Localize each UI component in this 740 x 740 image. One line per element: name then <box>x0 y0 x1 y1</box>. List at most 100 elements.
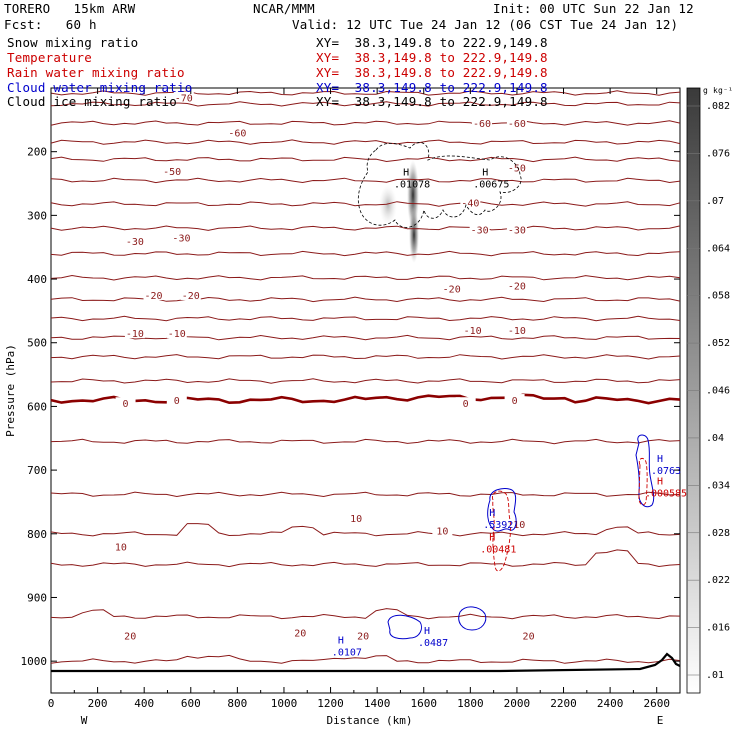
maximum-marker: H <box>482 168 488 179</box>
label-mask <box>504 394 525 406</box>
maximum-value: .0763 <box>651 466 681 477</box>
isotherm-label: -10 <box>126 329 144 340</box>
model-title: TORERO 15km ARW <box>4 1 136 16</box>
maxima-markers: H.01078H.00675H.0763H.000585H.5392H.0048… <box>332 168 687 659</box>
isotherm-label: -30 <box>172 234 190 245</box>
colorbar-label: .016 <box>706 623 730 634</box>
init-time: Init: 00 UTC Sun 22 Jan 12 <box>493 1 694 16</box>
x-tick-label: 200 <box>88 697 108 710</box>
colorbar-label: .076 <box>706 148 730 159</box>
label-mask <box>506 117 527 129</box>
y-tick-label: 400 <box>27 273 47 286</box>
isotherm-label: 10 <box>513 520 525 531</box>
west-end-label: W <box>81 714 88 727</box>
maximum-marker: H <box>338 636 344 647</box>
isotherm-label: 10 <box>115 543 127 554</box>
x-tick-label: 2600 <box>643 697 670 710</box>
label-mask <box>110 540 131 552</box>
label-mask <box>506 223 527 235</box>
isotherm-label: 10 <box>350 514 362 525</box>
field-xy: XY= 38.3,149.8 to 222.9,149.8 <box>316 94 548 109</box>
x-tick-label: 1000 <box>271 697 298 710</box>
colorbar-label: .064 <box>706 243 730 254</box>
isotherm-label: 0 <box>123 399 129 410</box>
isotherm-label: -20 <box>182 291 200 302</box>
label-mask <box>115 397 136 409</box>
colorbar-label: .052 <box>706 338 730 349</box>
isotherm-line <box>50 315 681 322</box>
y-tick-label: 200 <box>27 146 47 159</box>
east-end-label: E <box>657 714 664 727</box>
colorbar-label: .046 <box>706 386 730 397</box>
isotherm-label: -70 <box>175 94 193 105</box>
isotherm-label: -20 <box>443 285 461 296</box>
isotherm-label: 20 <box>357 632 369 643</box>
label-mask <box>462 324 483 335</box>
isotherm-label: -50 <box>163 167 181 178</box>
field-name: Cloud water mixing ratio <box>7 80 193 95</box>
isotherm-label: -20 <box>144 291 162 302</box>
label-mask <box>469 223 490 235</box>
y-tick-label: 500 <box>27 337 47 350</box>
isotherm-label: 0 <box>174 396 180 407</box>
label-mask <box>518 629 539 641</box>
isotherm-label: 20 <box>124 632 136 643</box>
center-label: NCAR/MMM <box>253 1 315 16</box>
colorbar-unit: g kg⁻¹ <box>703 86 734 95</box>
colorbar-label: .07 <box>706 196 724 207</box>
cloud-water-contours <box>387 434 655 640</box>
isotherm-label: -10 <box>508 326 526 337</box>
isotherm-line <box>50 438 681 445</box>
isotherm-label: -10 <box>168 329 186 340</box>
x-axis-label: Distance (km) <box>326 714 412 727</box>
isotherm-label: -50 <box>508 164 526 175</box>
maximum-marker: H <box>424 626 430 637</box>
colorbar-label: .022 <box>706 575 730 586</box>
field-xy: XY= 38.3,149.8 to 222.9,149.8 <box>316 50 548 65</box>
isotherm-label: -30 <box>126 237 144 248</box>
label-mask <box>460 196 481 208</box>
isotherm-line <box>50 274 681 281</box>
isotherm-line <box>50 378 681 384</box>
label-mask <box>346 511 367 523</box>
label-mask <box>506 324 527 335</box>
x-tick-label: 400 <box>134 697 154 710</box>
isotherm-label: -60 <box>508 119 526 130</box>
label-mask <box>124 327 145 339</box>
terrain-profile <box>51 652 681 673</box>
y-tick-label: 800 <box>27 528 47 541</box>
maximum-marker: H <box>657 476 663 487</box>
label-mask <box>506 161 527 173</box>
isotherm-label: 20 <box>523 632 535 643</box>
label-mask <box>227 126 248 138</box>
isotherm-label: 10 <box>436 527 448 538</box>
isotherm-label: -40 <box>461 199 479 210</box>
isotherm-line <box>50 90 681 96</box>
isotherm-line <box>50 201 681 207</box>
maximum-marker: H <box>403 168 409 179</box>
isotherm-line <box>50 250 681 257</box>
y-tick-label: 900 <box>27 591 47 604</box>
field-name: Cloud ice mixing ratio <box>7 94 177 109</box>
valid-time: Valid: 12 UTC Tue 24 Jan 12 (06 CST Tue … <box>292 17 679 32</box>
maximum-value: .000585 <box>645 488 687 499</box>
y-tick-label: 1000 <box>21 655 48 668</box>
label-mask <box>441 282 462 294</box>
forecast-hour: Fcst: 60 h <box>4 17 97 32</box>
isotherm-label: 0 <box>463 399 469 410</box>
label-mask <box>120 629 141 641</box>
isotherm-label: -60 <box>228 129 246 140</box>
x-tick-label: 1400 <box>364 697 391 710</box>
isotherm-line <box>50 101 681 107</box>
isotherm-line <box>50 549 681 568</box>
y-axis-label: Pressure (hPa) <box>4 344 17 437</box>
label-mask <box>506 279 527 291</box>
isotherm-line <box>50 523 681 537</box>
isotherm-labels: -70 -60 -60 -60 -50 -50 -40 -30 -30 -30 -30 -20 -20 -… <box>110 91 539 643</box>
field-xy: XY= 38.3,149.8 to 222.9,149.8 <box>316 65 548 80</box>
field-xy: XY= 38.3,149.8 to 222.9,149.8 <box>316 80 548 95</box>
isotherm-label: -30 <box>508 225 526 236</box>
colorbar: .01 .016 .022 .028 .034 .04 .046 .052 .058 .064 .0… <box>686 87 730 694</box>
maximum-marker: H <box>657 454 663 465</box>
